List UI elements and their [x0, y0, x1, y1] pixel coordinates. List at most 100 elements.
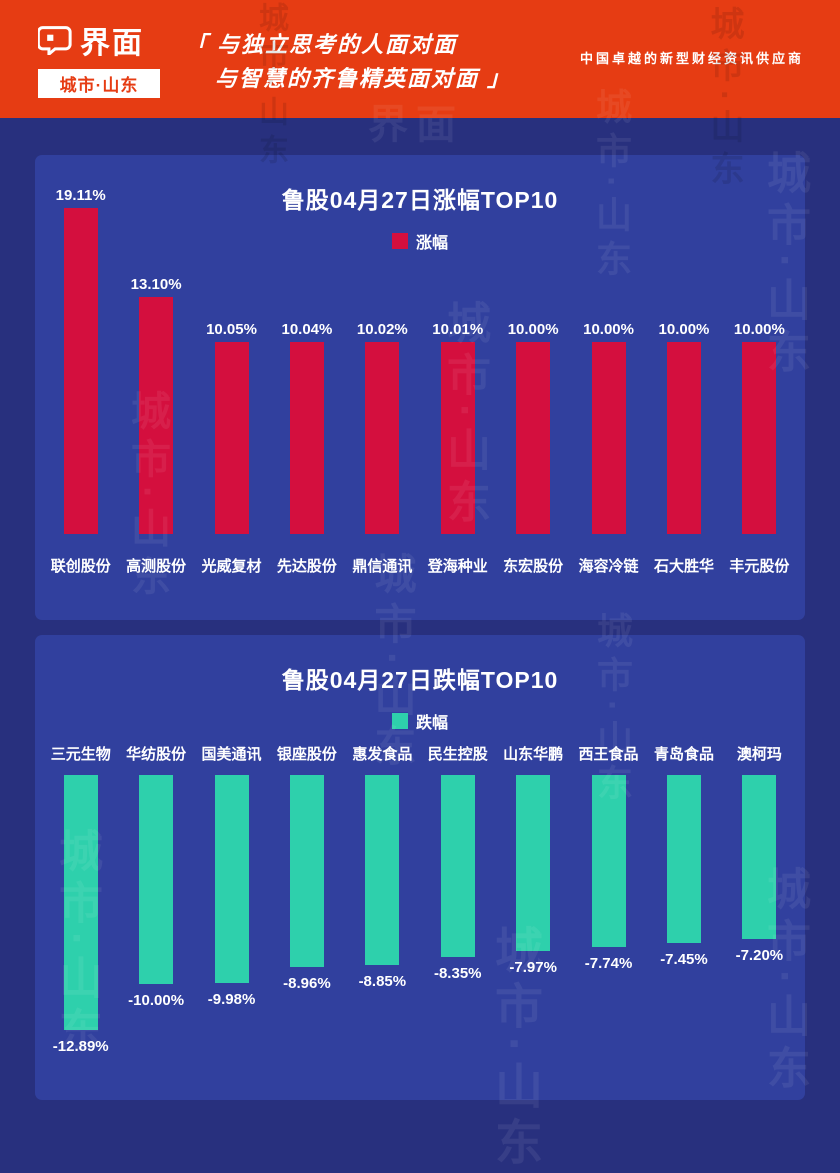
bar-value-label: 10.02% — [356, 321, 408, 338]
bar-value-label: 10.00% — [507, 321, 559, 338]
bar — [440, 342, 475, 534]
bar-column: -7.45% — [646, 775, 721, 968]
jiemian-logo-icon — [36, 25, 74, 58]
category-label: 山东华鹏 — [503, 746, 564, 763]
brand-logo: 界面 城市·山东 — [36, 18, 160, 98]
category-label: 石大胜华 — [653, 558, 714, 575]
category-label: 西王食品 — [578, 746, 639, 763]
category-label: 三元生物 — [50, 746, 111, 763]
category-label: 联创股份 — [50, 558, 111, 575]
bar — [289, 775, 324, 967]
losers-chart-title: 鲁股04月27日跌幅TOP10 — [281, 667, 559, 693]
bar-column: -12.89% — [43, 775, 118, 1055]
bar-column: -8.35% — [420, 775, 495, 982]
bar-column: 10.00% — [722, 184, 797, 534]
bar-value-label: -8.85% — [358, 973, 407, 990]
chart-panel-gainers: 鲁股04月27日涨幅TOP10 涨幅 19.11% 13.10% 10.05% 10.… — [35, 155, 805, 620]
category-label: 银座股份 — [276, 746, 337, 763]
bar-value-label: 19.11% — [55, 187, 106, 204]
bar — [365, 342, 400, 534]
bar — [63, 775, 98, 1030]
bar-value-label: -10.00% — [128, 992, 185, 1009]
bar-value-label: -7.97% — [509, 959, 557, 976]
losers-bar-chart: -12.89% -10.00% -9.98% -8.96% -8.85% -8.35% -7… — [43, 775, 797, 1075]
bar-value-label: 10.00% — [733, 321, 785, 338]
bar — [516, 342, 551, 534]
losers-legend-label: 跌幅 — [415, 715, 448, 732]
category-label: 惠发食品 — [352, 746, 413, 763]
bar — [666, 775, 701, 943]
bar-column: 10.00% — [646, 184, 721, 534]
bar — [440, 775, 475, 957]
bar — [591, 342, 626, 534]
bar-value-label: -12.89% — [52, 1038, 109, 1055]
category-label: 先达股份 — [276, 558, 337, 575]
bar-column: 10.01% — [420, 184, 495, 534]
bar-value-label: -7.20% — [735, 947, 784, 964]
gainers-legend: 涨幅 — [35, 229, 805, 253]
category-label: 高测股份 — [126, 558, 187, 575]
header-quote: 「 与独立思考的人面对面 与智慧的齐鲁精英面对面 」 — [185, 28, 511, 96]
bar-column: -10.00% — [118, 775, 193, 1009]
bar — [63, 208, 98, 534]
bar — [516, 775, 551, 951]
category-label: 丰元股份 — [729, 558, 790, 575]
gainers-legend-swatch — [391, 233, 408, 249]
bar-value-label: -9.98% — [207, 991, 256, 1008]
bar-column: 10.05% — [194, 184, 269, 534]
bar-value-label: -7.74% — [584, 955, 633, 972]
gainers-legend-label: 涨幅 — [415, 235, 448, 252]
category-label: 国美通讯 — [201, 746, 262, 763]
bar — [666, 342, 701, 534]
bar-column: -7.20% — [722, 775, 797, 964]
bar-column: -7.74% — [571, 775, 646, 972]
bar — [289, 342, 324, 534]
bar-value-label: -8.96% — [283, 975, 331, 992]
bar-column: -8.96% — [269, 775, 344, 992]
bar — [214, 775, 249, 983]
category-label: 光威复材 — [201, 558, 262, 575]
bar-column: 10.00% — [571, 184, 646, 534]
category-label: 鼎信通讯 — [352, 558, 413, 575]
bar-column: 13.10% — [118, 184, 193, 534]
bar-column: -7.97% — [495, 775, 570, 976]
bar — [365, 775, 400, 965]
bar-value-label: 10.01% — [432, 321, 484, 338]
header-banner: 城市·山东 城市·山东 界面 城市·山东 「 与独立思考的人面对面 与智慧的齐鲁… — [0, 0, 840, 193]
losers-legend: 跌幅 — [35, 709, 805, 733]
chart-panel-losers: 鲁股04月27日跌幅TOP10 跌幅 三元生物 华纺股份 国美通讯 银座股份 惠发食品民… — [35, 635, 805, 1100]
bar — [742, 342, 777, 534]
quote-line-1: 「 与独立思考的人面对面 — [185, 32, 458, 57]
bar — [139, 297, 174, 534]
bar — [139, 775, 174, 984]
bar-value-label: 10.04% — [281, 321, 333, 338]
category-label: 澳柯玛 — [736, 746, 782, 763]
losers-category-row: 三元生物 华纺股份 国美通讯 银座股份 惠发食品 民生控股 山东华鹏 西王食品 青岛食品 澳柯玛 — [43, 743, 797, 764]
bar-column: 10.02% — [345, 184, 420, 534]
category-label: 民生控股 — [427, 746, 488, 763]
category-label: 华纺股份 — [126, 746, 187, 763]
quote-line-2: 与智慧的齐鲁精英面对面 」 — [215, 66, 512, 92]
bar-column: -9.98% — [194, 775, 269, 1008]
losers-legend-swatch — [391, 713, 408, 729]
bar-column: 19.11% — [43, 184, 118, 534]
bar-column: 10.00% — [495, 184, 570, 534]
header-tagline: 中国卓越的新型财经资讯供应商 — [579, 51, 804, 66]
bar-value-label: -8.35% — [433, 965, 482, 982]
brand-name: 界面 — [80, 27, 144, 60]
category-label: 青岛食品 — [653, 746, 714, 763]
category-label: 海容冷链 — [578, 558, 639, 575]
category-label: 东宏股份 — [503, 558, 564, 575]
bar-column: 10.04% — [269, 184, 344, 534]
gainers-chart-title: 鲁股04月27日涨幅TOP10 — [281, 187, 559, 213]
category-label: 登海种业 — [427, 558, 488, 575]
bar-value-label: 10.00% — [658, 321, 710, 338]
bar — [742, 775, 777, 939]
bar-column: -8.85% — [345, 775, 420, 990]
gainers-category-row: 联创股份 高测股份 光威复材 先达股份 鼎信通讯 登海种业 东宏股份 海容冷链 石大胜华 丰元股份 — [43, 555, 797, 576]
bar-value-label: 10.00% — [583, 321, 634, 338]
bar — [591, 775, 626, 947]
bar — [214, 342, 249, 534]
brand-region-badge: 城市·山东 — [38, 69, 160, 98]
bar-value-label: 10.05% — [206, 321, 257, 338]
